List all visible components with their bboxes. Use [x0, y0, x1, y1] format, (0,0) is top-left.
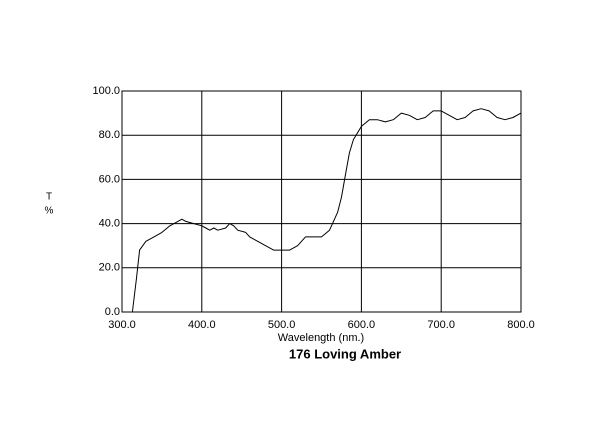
x-tick-label: 800.0 [507, 319, 535, 331]
y-tick-label: 20.0 [99, 262, 120, 274]
y-axis-label: T [46, 192, 52, 203]
y-tick-label: 0.0 [105, 306, 120, 318]
y-tick-label: 40.0 [99, 218, 120, 230]
chart-title: 176 Loving Amber [289, 346, 401, 361]
x-axis-label: Wavelength (nm.) [278, 332, 364, 344]
x-tick-label: 500.0 [268, 319, 296, 331]
data-line [122, 108, 522, 313]
x-tick-label: 600.0 [348, 319, 376, 331]
x-tick-label: 300.0 [108, 319, 136, 331]
y-axis-unit: % [45, 206, 54, 217]
y-tick-label: 100.0 [92, 85, 120, 97]
x-tick-label: 700.0 [427, 319, 455, 331]
y-tick-label: 60.0 [99, 173, 120, 185]
y-tick-label: 80.0 [99, 129, 120, 141]
x-tick-label: 400.0 [188, 319, 216, 331]
